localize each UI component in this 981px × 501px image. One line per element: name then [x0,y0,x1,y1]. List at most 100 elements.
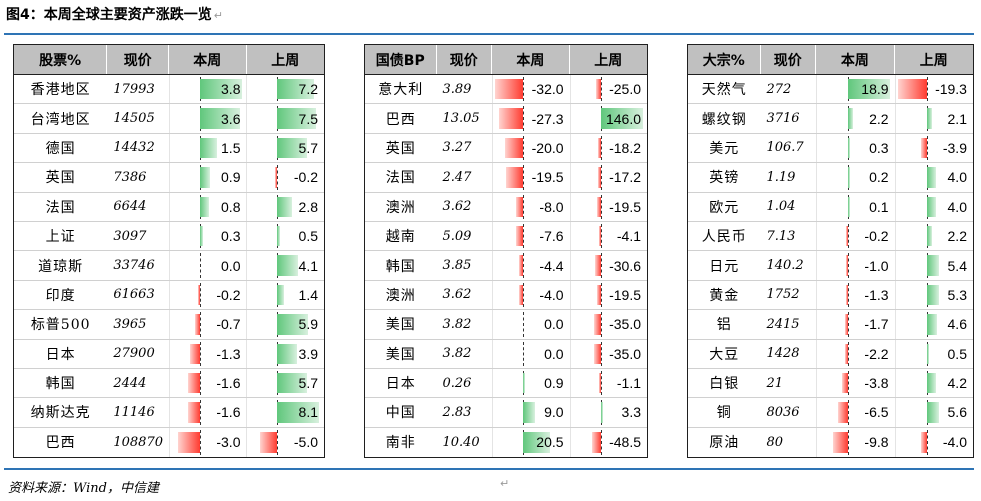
this-week-value: -1.3 [864,286,889,303]
zero-axis-line [848,370,850,396]
table-row: 台湾地区 14505 3.6 7.5 [14,104,324,134]
asset-name: 英国 [385,140,416,157]
current-price: 3097 [113,228,147,244]
zero-axis-line [199,370,201,396]
table-row: 香港地区 17993 3.8 7.2 [14,75,324,105]
current-price: 3.85 [442,258,472,274]
last-week-cell: 2.1 [894,104,973,133]
asset-name: 美国 [385,346,416,363]
last-week-cell: -5.0 [246,427,324,458]
current-price: 3.62 [442,199,472,215]
zero-axis-line [600,77,602,102]
negative-data-bar [495,79,524,100]
positive-data-bar [277,402,320,423]
column-header: 股票% [14,45,108,74]
asset-name: 美元 [709,140,740,157]
asset-name: 铜 [716,405,732,422]
positive-data-bar [523,372,526,394]
current-price: 3.62 [442,287,472,303]
this-week-cell: -7.6 [492,221,569,251]
column-header: 本周 [492,45,570,74]
last-week-value: 5.4 [947,257,967,274]
negative-data-bar [499,108,524,129]
zero-axis-line [523,253,525,278]
zero-axis-line [199,429,201,456]
asset-name: 原油 [709,435,740,452]
current-price: 8036 [766,404,800,420]
this-week-cell: -3.8 [816,368,894,398]
current-price: 272 [766,81,792,97]
last-week-cell: 4.6 [894,310,973,339]
column-header: 本周 [169,45,247,74]
last-week-cell: -18.2 [569,133,647,163]
table-row: 白银 21 -3.8 4.2 [688,368,973,399]
this-week-value: -0.2 [216,286,241,303]
positive-data-bar [926,167,936,188]
last-week-cell: 3.9 [246,339,324,368]
current-price: 2415 [766,316,800,332]
asset-name: 中国 [385,405,416,422]
current-price: 1.04 [766,199,796,215]
zero-axis-line [926,77,928,102]
paragraph-mark-icon: ↵ [500,477,510,490]
current-price: 27900 [113,346,155,362]
last-week-cell: 2.8 [246,192,324,221]
current-price: 140.2 [766,258,804,274]
negative-data-bar [519,255,524,276]
last-week-cell: -19.3 [894,75,973,104]
last-week-value: -19.5 [609,198,642,215]
zero-axis-line [848,223,850,249]
this-week-cell: -1.3 [816,280,894,310]
last-week-cell: -19.5 [569,192,647,221]
negative-data-bar [194,314,200,335]
last-week-cell: -35.0 [569,310,647,339]
last-week-cell: 4.1 [246,251,324,280]
this-week-cell: 1.5 [168,133,247,163]
column-header: 现价 [761,45,817,74]
asset-name: 日元 [709,258,740,275]
this-week-value: -19.5 [531,169,564,186]
this-week-value: -0.2 [864,228,889,245]
table-row: 铜 8036 -6.5 5.6 [688,398,973,428]
current-price: 7386 [113,169,147,185]
last-week-cell: -35.0 [569,339,647,368]
last-week-cell: 7.2 [246,75,324,104]
last-week-cell: 5.7 [246,368,324,398]
this-week-value: -1.0 [864,257,889,274]
zero-axis-line [600,341,602,366]
positive-data-bar [199,137,217,159]
negative-data-bar [177,431,200,454]
this-week-cell: -20.0 [492,133,569,163]
this-week-cell: 0.0 [168,251,247,280]
asset-name: 人民币 [701,229,747,246]
this-week-value: 0.1 [869,198,889,215]
this-week-cell: -4.0 [492,280,569,310]
asset-name: 上证 [45,229,76,246]
this-week-cell: -2.2 [816,339,894,368]
last-week-value: 3.3 [621,404,642,421]
table-row: 日本 27900 -1.3 3.9 [14,339,324,369]
zero-axis-line [523,194,525,219]
last-week-cell: 5.9 [246,310,324,339]
this-week-value: -3.0 [216,434,241,451]
asset-name: 德国 [45,140,76,157]
current-price: 14432 [113,140,155,156]
positive-data-bar [277,196,293,217]
last-week-value: -4.1 [616,228,642,245]
negative-data-bar [597,137,601,159]
this-week-value: 0.8 [221,198,241,215]
negative-data-bar [838,402,849,423]
current-price: 13.05 [442,111,480,127]
current-price: 11146 [113,404,155,420]
table-row: 美国 3.82 0.0 -35.0 [365,310,647,340]
negative-data-bar [920,137,927,159]
asset-name: 欧元 [709,199,740,216]
negative-data-bar [845,314,849,335]
positive-data-bar [600,108,643,129]
this-week-value: 0.3 [869,139,889,156]
column-header: 上周 [271,52,300,69]
last-week-value: -17.2 [609,169,642,186]
current-price: 3716 [766,111,800,127]
zero-axis-line [600,253,602,278]
zero-axis-line [600,429,602,456]
